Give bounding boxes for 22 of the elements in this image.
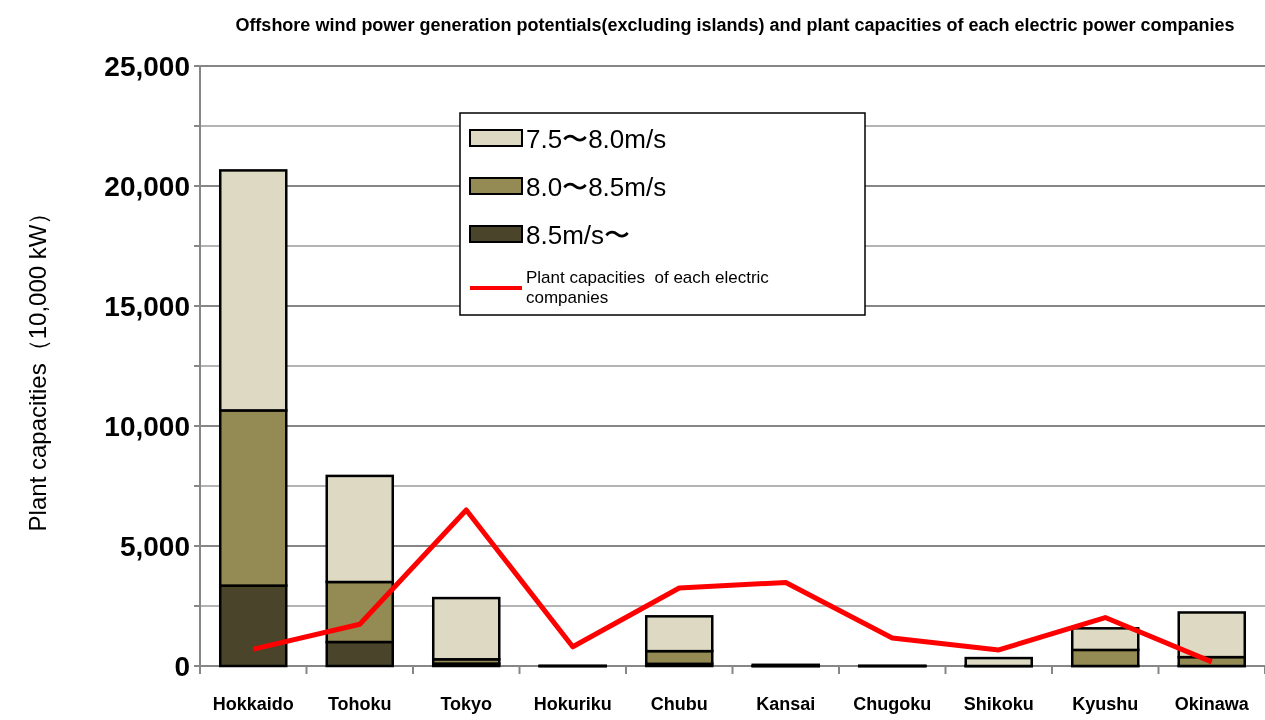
x-tick-label: Chubu	[650, 694, 708, 714]
x-tick-label: Shikoku	[963, 694, 1034, 714]
x-tick-label: Tokyo	[440, 694, 493, 714]
legend-label: 7.5〜8.0m/s	[526, 124, 667, 154]
y-tick-label: 5,000	[119, 531, 190, 562]
y-tick-label: 25,000	[104, 51, 190, 82]
x-tick-label: Hokkaido	[212, 694, 294, 714]
x-tick-label: Chugoku	[853, 694, 932, 714]
x-tick-label: Kansai	[756, 694, 816, 714]
x-tick-label: Hokuriku	[533, 694, 612, 714]
x-tick-label: Kyushu	[1072, 694, 1139, 714]
y-tick-label: 10,000	[104, 411, 190, 442]
y-tick-label: 20,000	[104, 171, 190, 202]
legend-label: 8.5m/s〜	[526, 220, 631, 250]
y-tick-label: 0	[174, 651, 190, 682]
legend-label: Plant capacities of each electric companies	[526, 268, 770, 308]
chart-title: Offshore wind power generation potentials(excluding islands) and plant capacities of each electric power companies	[234, 14, 1236, 36]
x-tick-label: Okinawa	[1174, 694, 1250, 714]
y-tick-label: 15,000	[104, 291, 190, 322]
x-tick-label: Tohoku	[327, 694, 392, 714]
y-axis-title: Plant capacities（10,000 kW）	[24, 200, 51, 532]
legend-label: 8.0〜8.5m/s	[526, 172, 667, 202]
